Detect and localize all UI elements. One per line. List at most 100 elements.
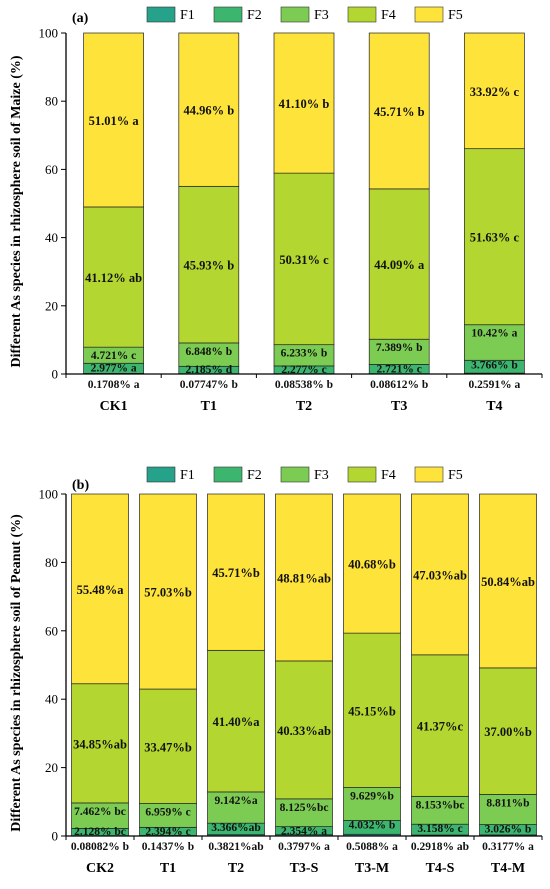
legend-label-F5: F5 <box>448 468 463 483</box>
bar-T1-F5 <box>139 493 197 690</box>
data-label-T3-F3: 7.389% b <box>376 342 423 354</box>
category-label-T4: T4 <box>486 399 502 414</box>
y-tick-label: 0 <box>52 367 59 382</box>
data-label-T4-M-F2: 3.026% b <box>485 824 532 836</box>
bar-CK2-F3 <box>71 802 129 829</box>
panel-b-peanut: F1 F2 F3 F4 F5 0.08082% b 2.128% bc 7.462% bc 34… <box>9 466 543 876</box>
legend-swatch-F4 <box>347 466 377 483</box>
bar-T2-F4 <box>207 649 265 793</box>
bar-T4-S-F4 <box>411 654 469 797</box>
bar-T4-F5 <box>464 32 525 150</box>
data-label-CK1-F4: 41.12% ab <box>85 271 142 285</box>
bar-T4-S-F5 <box>411 493 469 656</box>
legend-label-F4: F4 <box>381 468 396 483</box>
legend-swatch-F1 <box>146 466 176 483</box>
data-label-T2-F2: 3.366%ab <box>211 822 261 834</box>
data-label-T1-F1: 0.07747% b <box>180 379 238 391</box>
data-label-T4-F3: 10.42% a <box>471 328 517 340</box>
data-label-T4-S-F2: 3.158% c <box>417 823 462 835</box>
bar-T3-F5 <box>368 32 430 190</box>
category-label-T2: T2 <box>228 861 244 876</box>
bar-T4-M-F4 <box>479 667 537 795</box>
y-tick-label: 40 <box>45 692 58 707</box>
category-label-T4-S: T4-S <box>426 861 455 876</box>
legend-label-F1: F1 <box>180 468 195 483</box>
data-label-T3-M-F4: 45.15%b <box>348 704 396 718</box>
data-label-T3-F2: 2.721% c <box>377 363 422 375</box>
y-tick-label: 40 <box>45 230 58 245</box>
y-tick-label: 80 <box>45 555 58 570</box>
data-label-T2-F1: 0.08538% b <box>275 379 333 391</box>
data-label-T1-F2: 2.394% c <box>145 826 190 838</box>
y-tick-label: 60 <box>45 162 58 177</box>
data-label-T4-S-F3: 8.153%bc <box>416 799 465 811</box>
panel-label: (b) <box>72 478 89 493</box>
legend-label-F4: F4 <box>381 8 396 23</box>
data-label-CK2-F3: 7.462% bc <box>74 806 126 818</box>
bar-T3-S-F5 <box>275 493 333 662</box>
legend-label-F5: F5 <box>448 8 463 23</box>
legend-swatch-F2 <box>213 6 243 23</box>
y-tick-label: 0 <box>52 829 59 844</box>
data-label-T4-M-F5: 50.84%ab <box>481 575 535 589</box>
data-label-T4-M-F1: 0.3177% a <box>482 841 534 853</box>
data-label-T1-F4: 45.93% b <box>183 259 234 273</box>
data-label-T4-M-F4: 37.00%b <box>484 725 532 739</box>
data-label-T3-M-F1: 0.5088% a <box>346 841 398 853</box>
data-label-T3-M-F2: 4.032% b <box>349 819 396 831</box>
data-label-T3-M-F3: 9.629%b <box>350 791 394 803</box>
y-tick-label: 20 <box>45 298 58 313</box>
data-label-T3-F1: 0.08612% b <box>370 379 428 391</box>
data-label-T4-F1: 0.2591% a <box>469 379 521 391</box>
y-tick-label: 100 <box>39 26 59 41</box>
bar-T4-F3 <box>464 324 525 361</box>
bar-T3-S-F3 <box>275 798 333 828</box>
y-axis-label: Different As species in rhizosphere soil… <box>9 514 24 832</box>
data-label-T1-F3: 6.959% c <box>145 807 190 819</box>
data-label-T1-F5: 44.96% b <box>183 104 234 118</box>
data-label-CK2-F1: 0.08082% b <box>71 841 129 853</box>
data-label-T2-F3: 9.142%a <box>214 795 257 807</box>
legend-swatch-F4 <box>347 6 377 23</box>
data-label-T2-F2: 2.277% c <box>281 364 326 376</box>
data-label-T3-F5: 45.71% b <box>374 105 425 119</box>
data-label-CK2-F2: 2.128% bc <box>74 826 126 838</box>
data-label-T1-F3: 6.848% b <box>185 346 232 358</box>
y-tick-label: 20 <box>45 760 58 775</box>
data-label-T3-F4: 44.09% a <box>374 258 425 272</box>
bar-T2-F4 <box>273 172 335 346</box>
legend-label-F2: F2 <box>247 8 262 23</box>
legend-label-F2: F2 <box>247 468 262 483</box>
y-axis-label: Different As species in rhizosphere soil… <box>9 55 24 367</box>
bar-T3-M-F4 <box>343 632 401 788</box>
legend-swatch-F3 <box>280 6 310 23</box>
legend-label-F3: F3 <box>314 468 329 483</box>
category-label-T1: T1 <box>160 861 176 876</box>
category-label-CK2: CK2 <box>86 861 114 876</box>
bar-T4-M-F3 <box>479 794 537 825</box>
legend-swatch-F3 <box>280 466 310 483</box>
bar-CK2-F5 <box>71 493 129 685</box>
bar-T2-F3 <box>207 791 265 824</box>
category-label-T3-M: T3-M <box>355 861 389 876</box>
panel-label: (a) <box>72 11 89 26</box>
data-label-T2-F5: 45.71%b <box>212 566 260 580</box>
data-label-T3-S-F3: 8.125%bc <box>280 802 329 814</box>
category-label-T4-M: T4-M <box>491 861 525 876</box>
bar-T2-F5 <box>207 493 265 651</box>
legend-swatch-F2 <box>213 466 243 483</box>
legend-label-F1: F1 <box>180 8 195 23</box>
data-label-T3-S-F5: 48.81%ab <box>277 571 331 585</box>
data-label-T1-F4: 33.47%b <box>144 740 192 754</box>
bar-T4-M-F5 <box>479 493 537 669</box>
bar-T1-F4 <box>178 185 240 344</box>
bar-T3-F4 <box>368 188 430 340</box>
data-label-T1-F1: 0.1437% b <box>142 841 194 853</box>
data-label-CK1-F1: 0.1708% a <box>88 379 140 391</box>
data-label-T2-F1: 0.3821%ab <box>208 841 263 853</box>
legend-swatch-F5 <box>414 6 444 23</box>
legend-swatch-F5 <box>414 466 444 483</box>
data-label-T3-S-F4: 40.33%ab <box>277 724 331 738</box>
data-label-CK1-F5: 51.01% a <box>89 114 140 128</box>
